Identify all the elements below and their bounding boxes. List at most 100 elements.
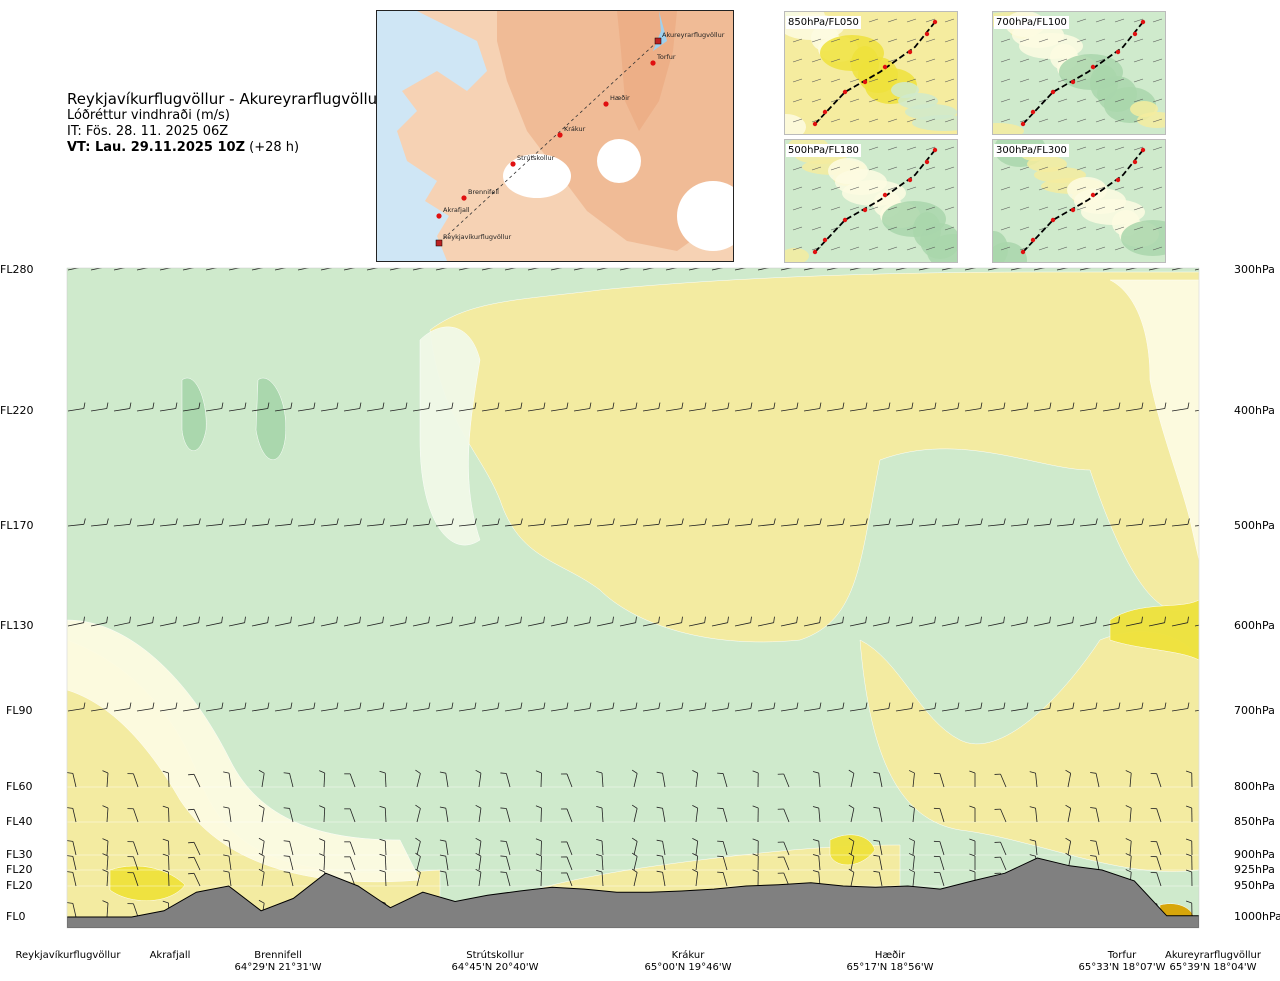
wind-barb	[182, 523, 199, 527]
wind-barb-flag	[908, 900, 915, 904]
wind-barb-flag	[379, 869, 386, 873]
wind-barb-flag	[500, 902, 507, 904]
wind-barb-flag	[658, 402, 661, 409]
panel-barb	[1152, 166, 1163, 171]
wind-barb	[90, 268, 103, 271]
panel-barb	[868, 226, 879, 231]
wind-barb-flag	[102, 869, 109, 873]
wind-barb	[895, 408, 912, 412]
panel-barb	[906, 18, 917, 23]
wind-barb	[389, 622, 406, 627]
wind-barb	[826, 523, 843, 527]
panel-barb	[1133, 206, 1144, 211]
panel-barb	[887, 166, 898, 171]
wind-barb	[734, 408, 751, 412]
wind-barb	[136, 708, 153, 712]
wind-barb-flag	[692, 805, 698, 809]
wind-barb-flag	[474, 702, 477, 709]
wind-barb-flag	[379, 853, 386, 857]
wind-barb	[205, 408, 222, 412]
wind-barb-flag	[336, 616, 338, 623]
wind-barb-flag	[596, 853, 603, 857]
wind-barb-flag	[796, 702, 799, 709]
wind-barb-flag	[1029, 854, 1036, 857]
wind-barb	[665, 523, 682, 527]
wind-barb	[297, 622, 314, 627]
wind-barb-flag	[439, 771, 446, 774]
wind-barb	[504, 408, 521, 412]
wind-barb	[504, 268, 517, 271]
wind-barb-flag	[198, 702, 201, 709]
panel-barb	[944, 246, 955, 251]
wind-barb	[662, 856, 666, 871]
location-coord: 65°00'N 19°46'W	[644, 962, 732, 973]
panel-barb	[887, 206, 898, 211]
wind-barb-flag	[656, 771, 663, 774]
wind-barb	[596, 408, 613, 412]
panel-barb	[1114, 98, 1125, 103]
wind-barb-flag	[888, 616, 890, 623]
panel-barb	[887, 18, 898, 23]
wind-barb	[757, 268, 770, 271]
wind-barb	[912, 856, 915, 871]
wind-barb-flag	[188, 841, 195, 844]
wind-barb-flag	[692, 853, 698, 857]
panel-barb	[887, 118, 898, 123]
wind-barb-flag	[258, 837, 265, 842]
wind-barb-flag	[428, 402, 431, 409]
wind-barb	[601, 773, 604, 788]
wind-barb	[1079, 622, 1096, 627]
wind-barb	[757, 523, 774, 527]
wind-barb-flag	[1118, 702, 1121, 709]
wind-barb	[504, 523, 521, 527]
wind-barb-flag	[382, 702, 385, 709]
wind-barb	[1035, 856, 1038, 871]
panel-blob	[785, 114, 806, 134]
panel-barb	[792, 98, 803, 103]
wind-barb-flag	[934, 402, 937, 409]
map-point-label: Akureyrarflugvöllur	[662, 31, 725, 39]
wind-barb-flag	[175, 402, 178, 409]
wind-barb	[251, 408, 268, 412]
terrain-profile	[67, 857, 1199, 928]
wind-barb	[849, 408, 866, 412]
wind-barb	[711, 622, 728, 627]
wind-barb	[633, 856, 638, 871]
wind-barb-flag	[67, 840, 73, 842]
wind-barb-flag	[520, 518, 523, 525]
wind-barb-flag	[42, 838, 47, 841]
wind-barb	[665, 408, 682, 412]
wind-barb	[159, 268, 172, 271]
panel-barb	[792, 118, 803, 123]
wind-barb-flag	[152, 402, 155, 409]
wind-barb	[527, 408, 544, 412]
panel-barb	[1019, 206, 1030, 211]
wind-barb	[783, 841, 790, 856]
wind-barb	[90, 622, 107, 627]
wind-barb	[435, 622, 452, 627]
wind-barb-flag	[957, 702, 960, 709]
wind-barb	[941, 622, 958, 627]
wind-barb-flag	[188, 903, 195, 906]
panel-route	[1022, 149, 1144, 253]
wind-barb	[1156, 903, 1162, 918]
wind-barb-flag	[612, 402, 615, 409]
wind-barb	[1125, 268, 1138, 271]
wind-barb-flag	[1072, 702, 1075, 709]
wind-barb-flag	[1003, 702, 1006, 709]
wind-barb-flag	[865, 702, 868, 709]
map-point-marker	[510, 161, 516, 167]
panel-barb	[1019, 118, 1030, 123]
wind-barb	[45, 623, 61, 626]
wind-barb	[133, 841, 139, 856]
wind-barb-flag	[267, 702, 270, 709]
panel-barb	[1019, 78, 1030, 83]
wind-barb-flag	[888, 518, 891, 525]
wind-barb	[757, 622, 774, 627]
wind-barb	[895, 268, 908, 271]
panel-barb	[906, 78, 917, 83]
wind-barb-flag	[267, 402, 270, 409]
wind-barb-flag	[1187, 402, 1190, 409]
field-near_zero	[419, 326, 481, 546]
wind-barb-flag	[439, 839, 446, 842]
